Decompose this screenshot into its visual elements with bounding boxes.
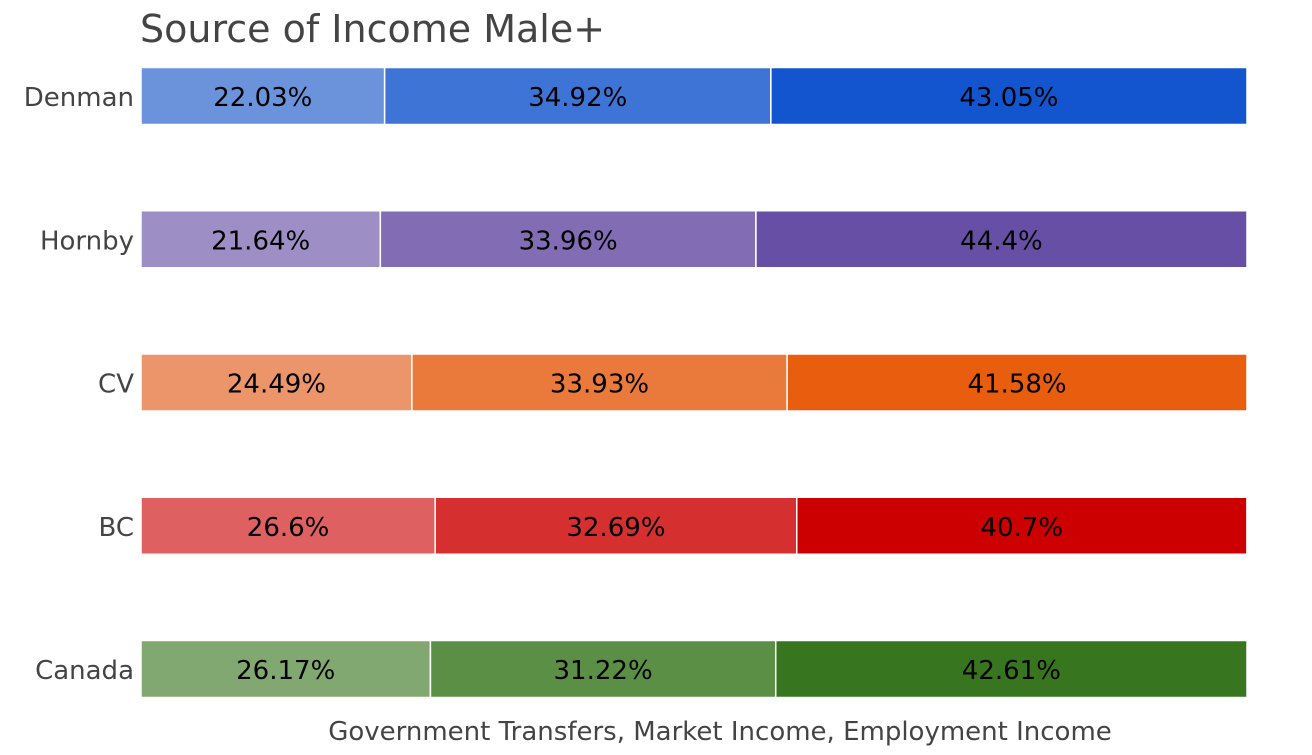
bar-segment-cv-3: [786, 353, 1248, 412]
category-label-cv: CV: [98, 370, 134, 400]
bar-segment-bc-1: [140, 496, 436, 555]
data-label-denman-2: 34.92%: [528, 83, 627, 113]
data-label-canada-1: 26.17%: [236, 656, 335, 686]
data-label-bc-3: 40.7%: [981, 513, 1064, 543]
bar-segment-cv-2: [411, 353, 788, 412]
data-label-bc-2: 32.69%: [566, 513, 665, 543]
bar-segment-denman-2: [383, 66, 772, 126]
data-label-denman-1: 22.03%: [213, 83, 312, 113]
data-label-hornby-2: 33.96%: [519, 226, 618, 256]
data-label-canada-3: 42.61%: [962, 656, 1061, 686]
data-label-cv-3: 41.58%: [967, 370, 1066, 400]
bar-segment-canada-1: [140, 639, 432, 699]
bars-group: 22.03% 34.92% 43.05% 21.64% 33.96% 44.4% 24.49…: [140, 66, 1248, 699]
bar-segment-hornby-3: [755, 210, 1248, 269]
x-axis-label: Government Transfers, Market Income, Emp…: [328, 717, 1112, 747]
data-label-cv-1: 24.49%: [227, 370, 326, 400]
category-label-canada: Canada: [35, 656, 134, 686]
category-label-hornby: Hornby: [40, 226, 134, 256]
data-label-hornby-1: 21.64%: [211, 226, 310, 256]
bar-segment-denman-1: [140, 66, 386, 126]
category-label-bc: BC: [98, 513, 134, 543]
data-label-hornby-3: 44.4%: [960, 226, 1043, 256]
data-label-canada-2: 31.22%: [554, 656, 653, 686]
bar-segment-bc-3: [795, 496, 1248, 555]
bar-segment-canada-2: [429, 639, 777, 699]
bar-segment-canada-3: [774, 639, 1248, 699]
category-label-denman: Denman: [24, 83, 134, 113]
data-label-denman-3: 43.05%: [959, 83, 1058, 113]
data-label-cv-2: 33.93%: [550, 370, 649, 400]
category-labels-group: Denman Hornby CV BC Canada: [24, 83, 134, 686]
bar-segment-hornby-2: [379, 210, 757, 269]
data-label-bc-1: 26.6%: [247, 513, 330, 543]
chart-title: Source of Income Male+: [140, 7, 605, 51]
bar-segment-cv-1: [140, 353, 413, 412]
bar-segment-denman-3: [770, 66, 1248, 126]
